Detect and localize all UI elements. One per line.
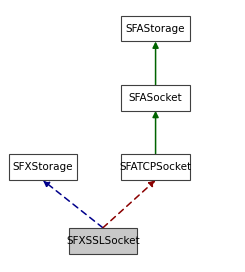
Text: SFATCPSocket: SFATCPSocket — [120, 162, 192, 172]
Text: SFXSSLSocket: SFXSSLSocket — [66, 236, 140, 246]
FancyBboxPatch shape — [69, 228, 137, 254]
FancyBboxPatch shape — [121, 154, 190, 180]
Text: SFASocket: SFASocket — [129, 93, 182, 103]
FancyBboxPatch shape — [9, 154, 77, 180]
Text: SFAStorage: SFAStorage — [126, 24, 185, 33]
FancyBboxPatch shape — [121, 85, 190, 111]
FancyBboxPatch shape — [121, 16, 190, 41]
Text: SFXStorage: SFXStorage — [13, 162, 73, 172]
